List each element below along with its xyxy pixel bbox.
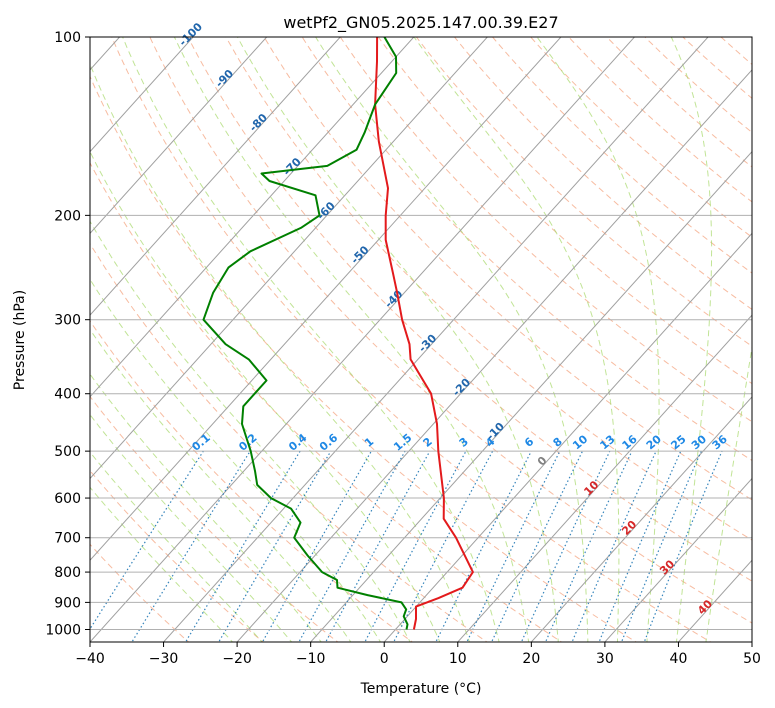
x-tick-label: 50 <box>743 651 761 667</box>
x-tick-label: 0 <box>380 651 389 667</box>
mixing-ratio-line <box>218 450 332 642</box>
mixing-ratio-line <box>520 450 611 642</box>
dry-adiabat <box>415 37 752 347</box>
dry-adiabat <box>263 37 752 501</box>
dry-adiabat <box>90 469 264 642</box>
y-tick-label: 500 <box>54 444 81 460</box>
dry-adiabat <box>491 37 752 274</box>
dry-adiabat <box>111 37 712 642</box>
y-tick-label: 700 <box>54 531 81 547</box>
isotherm-line <box>90 37 415 398</box>
moist-adiabat <box>90 486 234 642</box>
dry-adiabat <box>644 37 752 134</box>
mixing-ratio-line <box>620 450 702 642</box>
dry-adiabat <box>339 37 752 423</box>
y-tick-label: 900 <box>54 595 81 611</box>
mixing-ratio-line <box>393 450 494 642</box>
moist-adiabat <box>90 220 411 642</box>
dry-adiabat <box>225 37 752 541</box>
moist-adiabat <box>90 278 382 642</box>
moist-adiabat <box>90 373 322 642</box>
isotherm-line <box>162 37 709 642</box>
isotherm-line <box>309 150 752 642</box>
mixing-ratio-line <box>490 450 584 642</box>
y-tick-label: 800 <box>54 565 81 581</box>
x-tick-label: 40 <box>670 651 688 667</box>
x-axis: −40 −30 −20 −10 0 10 20 30 40 50 <box>75 642 761 667</box>
y-axis: 100 200 300 400 500 600 700 800 900 1000 <box>45 30 90 639</box>
dry-adiabat <box>149 37 752 624</box>
dry-adiabat <box>187 37 752 582</box>
y-tick-label: 600 <box>54 491 81 507</box>
isotherm-line <box>530 396 752 642</box>
dry-adiabat <box>453 37 752 311</box>
temperature-line <box>374 37 474 630</box>
x-axis-title: Temperature (°C) <box>360 681 482 697</box>
y-axis-title: Pressure (hPa) <box>12 290 28 390</box>
mixing-ratio-line <box>90 450 204 631</box>
chart-title: wetPf2_GN05.2025.147.00.39.E27 <box>283 13 558 33</box>
isotherm-line <box>90 37 268 235</box>
mixing-ratio-line <box>643 450 723 642</box>
isotherm-line <box>90 37 636 642</box>
dry-adiabat <box>90 242 488 642</box>
mixing-ratio-line <box>131 450 251 642</box>
isotherm-line <box>90 37 489 480</box>
x-tick-label: 10 <box>449 651 467 667</box>
x-tick-label: −10 <box>296 651 326 667</box>
isotherm-line <box>383 232 752 642</box>
x-tick-label: −40 <box>75 651 105 667</box>
mixing-ratio-line <box>598 450 682 642</box>
dry-adiabat <box>301 37 752 461</box>
dry-adiabat <box>90 75 638 642</box>
x-tick-label: 30 <box>596 651 614 667</box>
isotherm-line <box>90 37 194 153</box>
y-tick-label: 200 <box>54 208 81 224</box>
isotherm-line <box>604 477 752 642</box>
isotherm-line <box>90 37 562 562</box>
dry-adiabat <box>90 320 414 642</box>
moist-adiabat <box>90 150 441 642</box>
moist-adiabat <box>90 328 352 642</box>
pressure-gridlines <box>90 37 752 630</box>
y-tick-label: 400 <box>54 387 81 403</box>
dry-adiabat <box>606 37 752 168</box>
sounding-series <box>202 37 474 630</box>
isotherm-line <box>236 69 752 642</box>
plot-frame <box>89 36 753 643</box>
isotherm-line <box>90 37 341 316</box>
y-tick-label: 100 <box>54 30 81 46</box>
y-tick-label: 1000 <box>45 623 81 639</box>
moist-adiabat <box>90 451 263 642</box>
x-tick-label: −30 <box>149 651 179 667</box>
y-tick-label: 300 <box>54 313 81 329</box>
moist-adiabat <box>90 413 293 642</box>
x-tick-label: −20 <box>222 651 252 667</box>
x-tick-label: 20 <box>522 651 540 667</box>
mixing-ratio-line <box>364 450 467 642</box>
isotherm-line <box>457 314 752 642</box>
dewpoint-line <box>202 37 409 630</box>
